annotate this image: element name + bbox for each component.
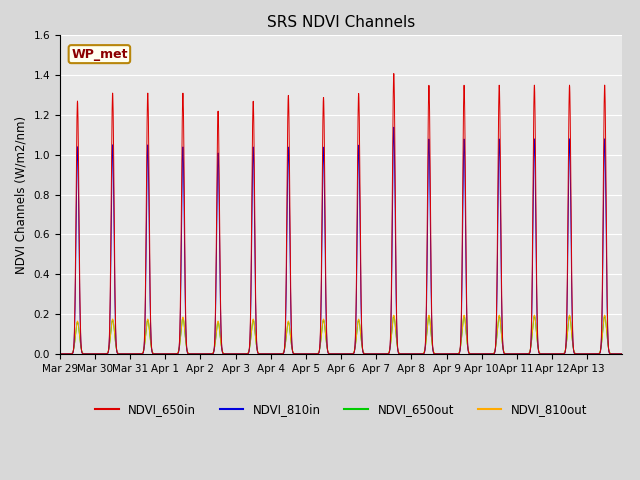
Text: WP_met: WP_met xyxy=(71,48,127,60)
Title: SRS NDVI Channels: SRS NDVI Channels xyxy=(267,15,415,30)
Y-axis label: NDVI Channels (W/m2/nm): NDVI Channels (W/m2/nm) xyxy=(15,116,28,274)
Legend: NDVI_650in, NDVI_810in, NDVI_650out, NDVI_810out: NDVI_650in, NDVI_810in, NDVI_650out, NDV… xyxy=(90,398,592,420)
